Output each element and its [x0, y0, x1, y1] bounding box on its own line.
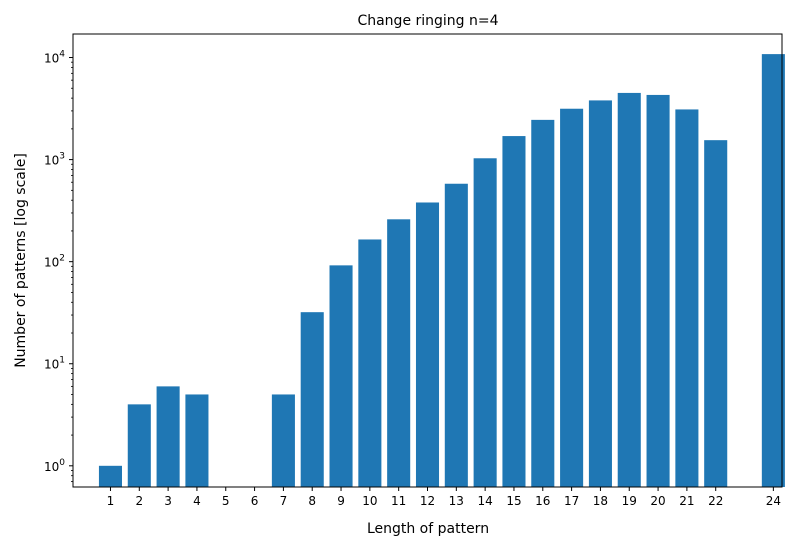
bar-8	[300, 312, 324, 487]
bar-20	[646, 94, 670, 488]
y-tick-label: 101	[44, 356, 65, 372]
bar-18	[588, 100, 612, 487]
bar-2	[127, 404, 151, 487]
x-tick-label: 1	[107, 494, 115, 508]
bar-19	[617, 92, 641, 488]
bar-17	[560, 108, 584, 487]
x-tick-label: 10	[362, 494, 377, 508]
x-tick-label: 9	[337, 494, 345, 508]
x-tick-label: 19	[622, 494, 637, 508]
x-tick-label: 12	[420, 494, 435, 508]
bar-1	[98, 465, 122, 487]
x-tick-label: 17	[564, 494, 579, 508]
bar-13	[444, 183, 468, 488]
x-tick-label: 11	[391, 494, 406, 508]
x-axis-label: Length of pattern	[367, 521, 489, 537]
x-tick-label: 15	[506, 494, 521, 508]
bar-21	[675, 109, 699, 487]
x-tick-label: 2	[135, 494, 143, 508]
x-tick-label: 6	[251, 494, 259, 508]
y-tick-label: 103	[44, 152, 65, 168]
x-tick-label: 18	[593, 494, 608, 508]
bar-12	[415, 202, 440, 488]
bar-15	[502, 136, 526, 487]
bar-7	[271, 394, 295, 487]
bar-9	[329, 265, 353, 487]
x-tick-label: 20	[650, 494, 665, 508]
bars-group	[98, 54, 785, 488]
y-tick-label: 102	[44, 254, 65, 270]
plot-frame	[72, 33, 783, 488]
x-tick-label: 22	[708, 494, 723, 508]
bar-10	[358, 239, 382, 487]
x-axis: 1 2 3 4 5 6 7 8 9 10 11 12 13 14 15 16 17 18 19 20 21 22 24	[107, 487, 781, 508]
chart-title: Change ringing n=4	[357, 13, 498, 29]
x-tick-label: 5	[222, 494, 230, 508]
bar-3	[156, 386, 180, 487]
x-tick-label: 21	[679, 494, 694, 508]
y-tick-label: 104	[44, 50, 65, 66]
x-tick-label: 8	[308, 494, 316, 508]
bar-22	[704, 140, 728, 488]
x-tick-label: 14	[478, 494, 493, 508]
x-tick-label: 24	[766, 494, 781, 508]
x-tick-label: 3	[164, 494, 172, 508]
bar-16	[531, 119, 555, 488]
y-axis: 100 101 102 103 104	[44, 50, 73, 483]
bar-24	[761, 54, 785, 488]
bar-14	[473, 158, 497, 487]
y-tick-label: 100	[44, 458, 65, 474]
bar-4	[185, 394, 209, 487]
x-tick-label: 13	[449, 494, 464, 508]
x-tick-label: 16	[535, 494, 550, 508]
y-axis-label: Number of patterns [log scale]	[13, 153, 29, 368]
x-tick-label: 4	[193, 494, 201, 508]
bar-11	[387, 219, 411, 487]
x-tick-label: 7	[280, 494, 288, 508]
